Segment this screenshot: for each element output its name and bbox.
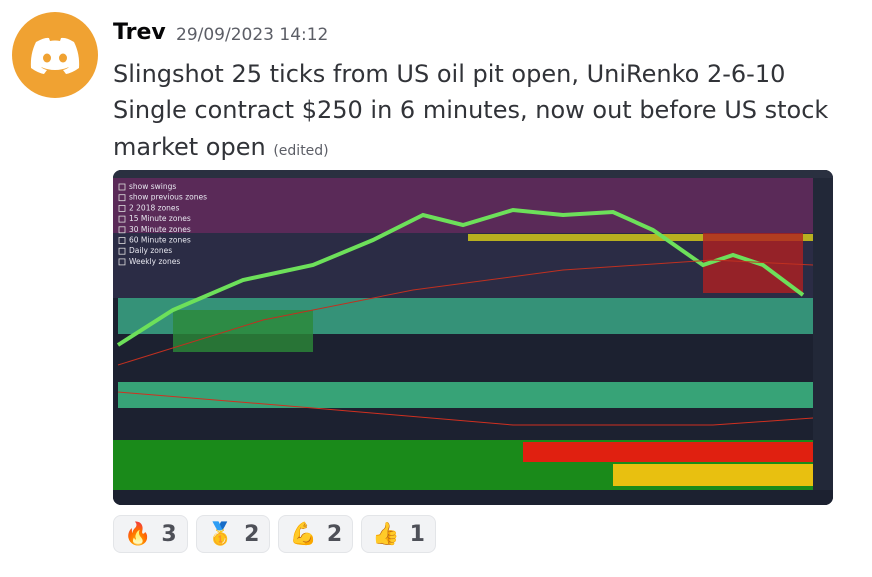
attachment-image[interactable]: show swings show previous zones 2 2018 zon…: [113, 170, 833, 505]
reaction[interactable]: 👍 1: [361, 515, 436, 553]
reaction-count: 2: [326, 521, 343, 547]
reaction-count: 2: [244, 521, 260, 547]
reaction-emoji: 💪: [289, 521, 317, 547]
legend-checkbox: [118, 226, 126, 234]
legend-checkbox: [118, 247, 126, 255]
reaction[interactable]: 🥇 2: [195, 515, 271, 553]
legend-label: show swings: [129, 182, 176, 191]
reaction[interactable]: 💪 2: [278, 515, 354, 553]
timestamp: 29/09/2023 14:12: [176, 25, 329, 45]
legend-checkbox: [118, 183, 126, 191]
avatar[interactable]: [12, 12, 98, 98]
reactions: 🔥 3 🥇 2 💪 2 👍 1: [113, 515, 436, 553]
edited-tag: (edited): [273, 143, 329, 159]
legend-label: 60 Minute zones: [129, 236, 191, 245]
legend-label: 15 Minute zones: [129, 214, 191, 223]
legend-checkbox: [118, 215, 126, 223]
message-line: Slingshot 25 ticks from US oil pit open,…: [113, 60, 786, 88]
reaction-emoji: 🔥: [124, 521, 152, 547]
reaction[interactable]: 🔥 3: [113, 515, 188, 553]
legend-label: show previous zones: [129, 193, 207, 202]
reaction-count: 1: [409, 521, 425, 547]
legend-label: 2 2018 zones: [129, 203, 180, 212]
reaction-emoji: 👍: [372, 521, 400, 547]
legend-checkbox: [118, 205, 126, 212]
discord-logo: [30, 37, 80, 74]
message-line: Single contract $250 in 6 minutes, now o…: [113, 96, 829, 124]
legend-label: Weekly zones: [129, 257, 180, 266]
legend-checkbox: [118, 194, 126, 202]
legend-checkbox: [118, 258, 126, 266]
reaction-emoji: 🥇: [206, 521, 235, 547]
message-line: market open (edited): [113, 133, 329, 161]
legend-label: 30 Minute zones: [129, 225, 191, 234]
legend-checkbox: [118, 237, 126, 244]
legend-label: Daily zones: [129, 246, 172, 255]
author[interactable]: Trev: [113, 20, 166, 45]
message-text: market open: [113, 133, 266, 161]
reaction-count: 3: [161, 521, 177, 547]
